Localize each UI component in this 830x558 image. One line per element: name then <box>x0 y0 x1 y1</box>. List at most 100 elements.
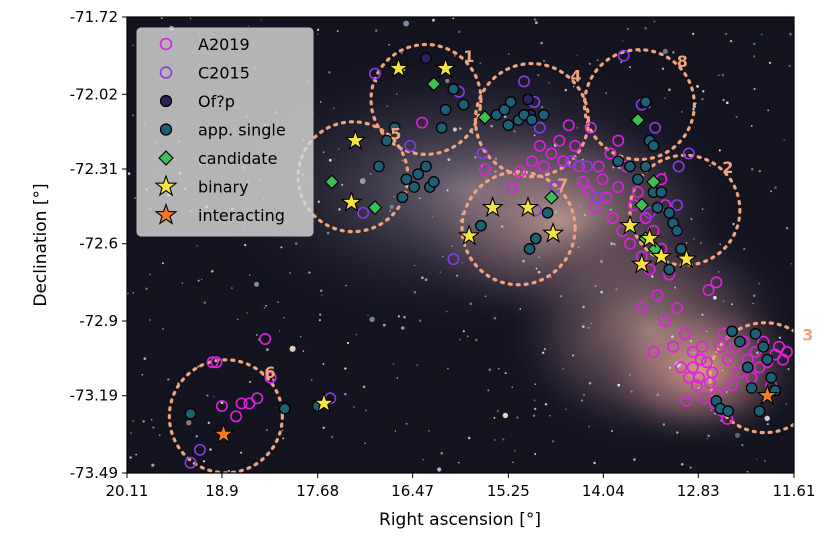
background-star <box>474 156 477 159</box>
background-star <box>534 21 538 25</box>
background-star <box>494 170 497 173</box>
background-star <box>714 412 716 415</box>
background-star <box>617 383 621 387</box>
background-star <box>418 197 421 200</box>
background-star <box>543 348 547 351</box>
data-point <box>324 174 340 190</box>
background-star <box>615 288 618 291</box>
background-star <box>513 130 516 133</box>
x-tick-label: 11.61 <box>773 482 816 500</box>
background-star <box>447 158 451 162</box>
y-axis-label: Declination [°] <box>31 183 51 306</box>
background-star <box>699 241 703 245</box>
data-point <box>698 392 711 405</box>
data-point <box>756 384 779 406</box>
data-point <box>618 214 642 236</box>
background-star <box>750 125 753 127</box>
data-point <box>518 75 531 88</box>
background-star <box>130 432 132 434</box>
background-star <box>516 416 519 419</box>
background-star <box>760 33 763 36</box>
data-point <box>380 134 393 147</box>
background-star <box>263 306 266 309</box>
x-tick-label: 14.04 <box>582 482 625 500</box>
data-point <box>235 397 248 410</box>
background-star <box>533 18 537 21</box>
background-star <box>564 88 567 92</box>
legend-entry: binary <box>198 178 249 197</box>
background-star <box>308 271 311 274</box>
data-point <box>529 232 542 245</box>
background-star <box>439 271 442 273</box>
background-star <box>685 242 688 244</box>
background-star <box>322 151 325 154</box>
data-point <box>368 67 381 80</box>
background-star <box>661 67 665 70</box>
background-star <box>231 287 233 289</box>
background-star <box>382 323 386 327</box>
background-star <box>389 204 394 210</box>
x-tick-label: 12.83 <box>677 482 720 500</box>
data-point <box>184 456 197 469</box>
data-point <box>523 243 536 255</box>
background-star <box>752 302 754 305</box>
background-star <box>498 368 500 370</box>
data-point <box>659 314 672 327</box>
background-star <box>565 408 567 410</box>
y-tick-label: -73.19 <box>70 387 118 405</box>
background-star <box>705 330 708 333</box>
data-point <box>700 356 713 369</box>
data-point <box>686 345 699 358</box>
background-star <box>550 276 552 279</box>
background-star <box>494 157 498 161</box>
background-star <box>162 328 164 330</box>
data-point <box>591 191 604 204</box>
data-point <box>420 52 432 65</box>
background-star <box>490 124 493 128</box>
data-point <box>387 56 410 78</box>
data-point <box>592 160 605 173</box>
data-point <box>630 252 653 274</box>
data-point <box>525 155 538 168</box>
background-star <box>697 386 701 390</box>
data-point <box>663 206 676 219</box>
background-star <box>143 357 147 360</box>
background-star <box>317 33 319 36</box>
background-star <box>522 259 525 263</box>
legend-marker <box>159 94 173 108</box>
data-point <box>522 93 534 106</box>
background-star <box>145 287 148 291</box>
legend: A2019 C2015 Of?p app. single candidate binary… <box>136 27 314 237</box>
background-star <box>620 61 623 63</box>
background-star <box>459 338 462 341</box>
data-point <box>476 147 489 160</box>
background-star <box>724 32 728 36</box>
background-star <box>220 401 224 405</box>
y-tick-label: -72.02 <box>70 85 118 103</box>
data-point <box>544 189 559 205</box>
background-star <box>787 367 790 371</box>
legend-marker <box>154 174 178 197</box>
background-star <box>487 389 490 392</box>
data-point <box>215 400 228 413</box>
data-point <box>630 112 646 128</box>
background-star <box>338 208 341 211</box>
background-star <box>653 20 656 23</box>
background-star <box>280 246 283 249</box>
region-label-7: 7 <box>557 175 568 194</box>
region-label-2: 2 <box>722 158 733 177</box>
data-point <box>671 199 684 212</box>
background-star <box>132 419 135 422</box>
background-star <box>633 458 636 461</box>
background-star <box>451 245 453 247</box>
background-star <box>265 428 268 432</box>
background-star <box>318 319 321 322</box>
region-circle-8 <box>582 48 696 162</box>
data-point <box>278 402 291 415</box>
background-star <box>454 55 456 57</box>
data-point <box>650 244 673 267</box>
background-star <box>266 348 269 351</box>
data-point <box>600 191 613 204</box>
data-point <box>435 121 448 134</box>
background-star <box>421 276 424 279</box>
